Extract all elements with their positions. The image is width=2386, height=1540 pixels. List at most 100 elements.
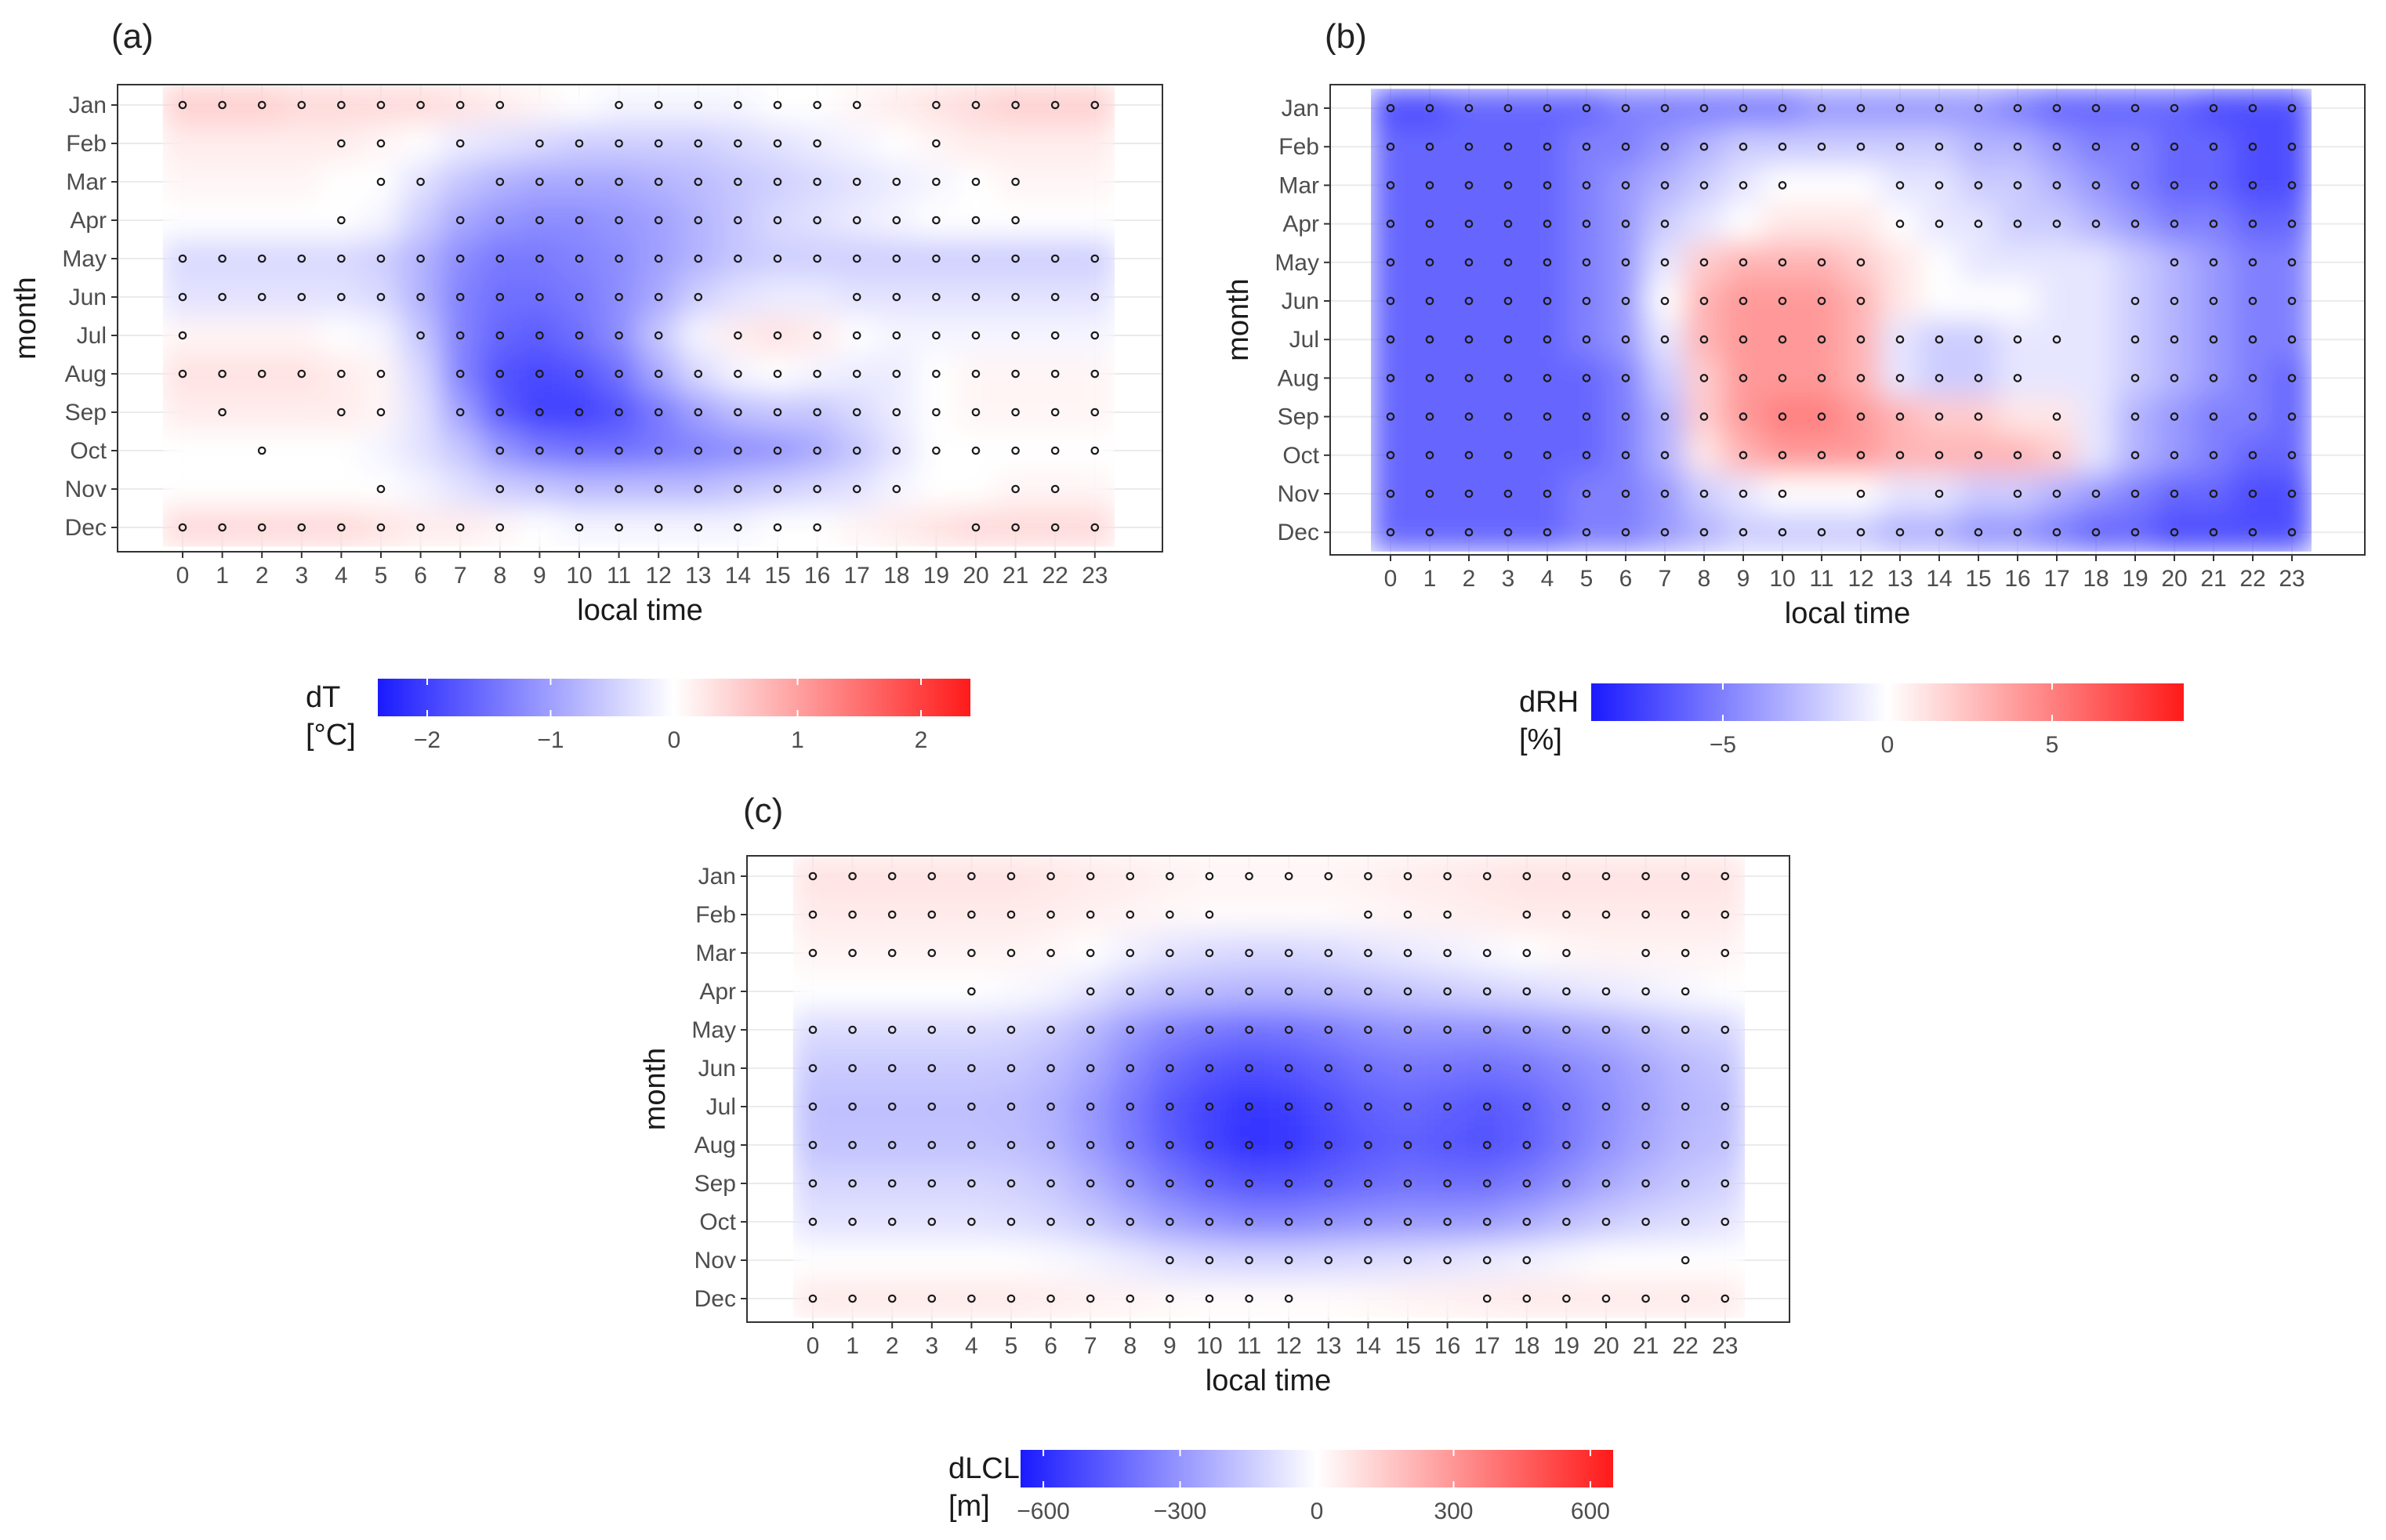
tile-May-22 [1035,239,1075,278]
tile-Feb-16 [796,124,838,163]
tile-Mar-16 [1427,933,1468,973]
tile-Mar-8 [1684,165,1724,205]
significance-marker [2248,219,2257,228]
tile-Jul-12 [1268,1087,1309,1126]
significance-marker [1090,292,1100,302]
tile-Mar-0 [162,162,203,201]
tile-Nov-5 [991,1241,1032,1280]
tile-Aug-0 [162,354,203,393]
significance-marker [1601,871,1611,881]
significance-marker [1778,412,1787,421]
significance-marker [654,100,663,110]
tile-Jan-9 [519,85,560,125]
tile-Mar-22 [1665,933,1706,973]
tile-Jun-17 [2036,281,2077,321]
tile-Mar-13 [678,162,719,201]
significance-marker [1503,451,1513,460]
tile-Dec-21 [1625,1279,1666,1318]
tile-Jan-10 [559,85,600,125]
significance-marker [2248,335,2257,344]
tile-Mar-5 [1566,165,1607,205]
significance-marker [1126,1217,1135,1227]
significance-marker [1721,871,1730,881]
tile-Mar-15 [1387,933,1428,973]
significance-marker [971,369,981,379]
significance-marker [1425,412,1434,421]
significance-marker [1503,374,1513,382]
significance-marker [1126,1102,1135,1111]
significance-marker [376,100,386,110]
significance-marker [932,446,941,455]
significance-marker [1601,1294,1611,1303]
significance-marker [1425,258,1434,267]
tile-Nov-22 [2232,473,2273,514]
tile-Sep-9 [1149,1164,1191,1203]
tile-Mar-0 [792,933,833,973]
significance-marker [848,1064,857,1073]
significance-marker [1443,987,1452,996]
tile-Jun-14 [1347,1049,1389,1088]
x-tick-label: 17 [844,563,870,589]
tile-Apr-17 [1467,972,1507,1011]
significance-marker [1050,100,1060,110]
tile-Jan-2 [872,857,912,896]
significance-marker [1284,1064,1293,1073]
tile-Dec-1 [832,1279,873,1318]
tile-Mar-6 [400,162,441,201]
heatmap-tiles [792,857,1746,1318]
x-tick-label: 18 [883,563,909,589]
tile-Mar-10 [1762,165,1803,205]
significance-marker [1681,910,1690,919]
y-tick-label: Mar [695,940,736,966]
tile-Mar-21 [995,162,1036,201]
y-tick-label: Feb [1278,134,1319,160]
tile-May-22 [2232,242,2273,282]
significance-marker [967,871,976,881]
colorbar-tick-label: 0 [1311,1498,1324,1524]
significance-marker [1482,1179,1492,1188]
significance-marker [892,254,901,263]
tile-Dec-6 [400,508,441,547]
y-tick-label: Jan [69,92,107,118]
tile-Nov-12 [1840,473,1881,514]
significance-marker [1641,1140,1650,1150]
tile-Aug-18 [2076,358,2116,398]
tile-Nov-11 [1801,473,1842,514]
tile-May-1 [1409,242,1450,282]
tile-Mar-6 [1030,933,1072,973]
significance-marker [376,484,386,494]
tile-Dec-17 [836,508,877,547]
tile-Oct-7 [1644,435,1685,475]
significance-marker [967,1294,976,1303]
tile-Feb-13 [678,124,719,163]
tile-Jun-21 [2193,281,2234,321]
tile-Jun-4 [1527,281,1568,321]
tile-Nov-0 [1371,473,1411,514]
tile-Apr-14 [1919,204,1960,244]
tile-Dec-14 [1347,1279,1389,1318]
tile-Dec-23 [1705,1279,1746,1318]
tile-Nov-1 [201,469,243,509]
significance-marker [1739,335,1748,344]
significance-marker [813,139,821,148]
significance-marker [1284,871,1293,881]
significance-marker [376,254,386,263]
significance-marker [1621,374,1630,382]
tile-Jan-17 [1467,857,1507,896]
significance-marker [1006,1140,1016,1150]
tile-Feb-14 [1347,895,1389,934]
significance-marker [848,1179,857,1188]
tile-Mar-4 [1527,165,1568,205]
significance-marker [2052,412,2061,421]
tile-May-8 [1684,242,1724,282]
tile-May-4 [321,239,362,278]
y-tick-label: Jul [77,323,107,349]
tile-Oct-0 [162,431,203,470]
tile-Apr-16 [1427,972,1468,1011]
significance-marker [852,369,861,379]
significance-marker [852,254,861,263]
tile-Jun-12 [1268,1049,1309,1088]
significance-marker [1856,527,1866,537]
significance-marker [2209,258,2218,267]
tile-Jun-8 [1110,1049,1151,1088]
